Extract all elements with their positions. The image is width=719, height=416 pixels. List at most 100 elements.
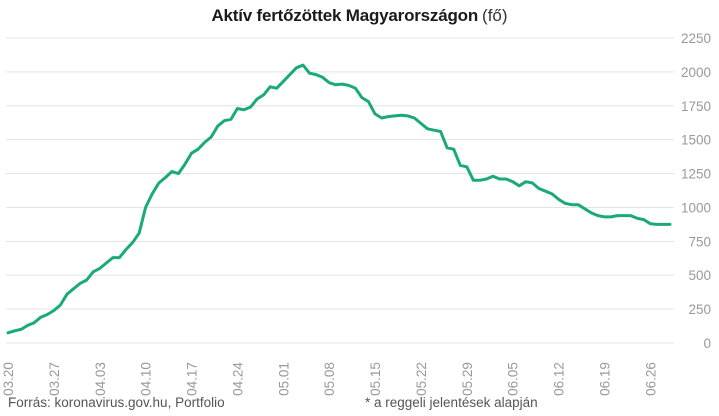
- x-tick-label: 06.26: [643, 362, 658, 396]
- data-point: [413, 117, 415, 119]
- data-point: [623, 214, 625, 216]
- data-point: [387, 115, 389, 117]
- x-tick-label: 04.24: [230, 362, 245, 396]
- data-point: [92, 271, 94, 273]
- x-tick-label: 05.15: [368, 362, 383, 396]
- data-point: [40, 316, 42, 318]
- data-point: [492, 175, 494, 177]
- data-point: [538, 187, 540, 189]
- data-point: [564, 202, 566, 204]
- data-point: [210, 136, 212, 138]
- x-tick-label: 03.27: [47, 362, 62, 396]
- data-point: [197, 148, 199, 150]
- y-tick-label: 500: [688, 268, 711, 283]
- data-point: [112, 256, 114, 258]
- y-tick-label: 2000: [681, 65, 711, 80]
- chart-title-main: Aktív fertőzöttek Magyarországon: [211, 6, 479, 25]
- data-point: [203, 141, 205, 143]
- data-point: [295, 67, 297, 69]
- data-point: [190, 152, 192, 154]
- data-point: [420, 122, 422, 124]
- y-tick-label: 1250: [681, 167, 711, 182]
- data-point: [99, 267, 101, 269]
- data-point: [125, 248, 127, 250]
- data-point: [446, 147, 448, 149]
- data-point: [27, 324, 29, 326]
- data-point: [584, 208, 586, 210]
- data-point: [433, 129, 435, 131]
- x-tick-label: 04.03: [93, 362, 108, 396]
- x-tick-label: 06.05: [506, 362, 521, 396]
- data-point: [407, 115, 409, 117]
- data-point: [374, 113, 376, 115]
- data-point: [525, 181, 527, 183]
- x-tick-label: 04.10: [139, 362, 154, 396]
- data-point: [426, 128, 428, 130]
- data-point: [544, 190, 546, 192]
- data-point: [158, 182, 160, 184]
- x-tick-label: 06.12: [552, 362, 567, 396]
- x-tick-label: 05.22: [414, 362, 429, 396]
- data-point: [571, 204, 573, 206]
- source-note: Forrás: koronavirus.gov.hu, Portfolio: [8, 395, 225, 410]
- data-point: [577, 204, 579, 206]
- data-point: [86, 279, 88, 281]
- x-tick-label: 06.19: [597, 362, 612, 396]
- data-point: [243, 109, 245, 111]
- x-tick-label: 04.17: [185, 362, 200, 396]
- data-point: [531, 182, 533, 184]
- data-point: [46, 313, 48, 315]
- data-point: [551, 193, 553, 195]
- data-point: [118, 256, 120, 258]
- data-point: [597, 214, 599, 216]
- data-point: [335, 84, 337, 86]
- data-point: [610, 216, 612, 218]
- data-point: [282, 80, 284, 82]
- data-point: [79, 282, 81, 284]
- data-point: [7, 332, 9, 334]
- data-point: [249, 106, 251, 108]
- data-point: [53, 309, 55, 311]
- data-point: [354, 87, 356, 89]
- y-tick-label: 2250: [681, 31, 711, 46]
- x-tick-label: 05.01: [276, 362, 291, 396]
- data-point: [361, 96, 363, 98]
- data-point: [662, 223, 664, 225]
- data-point: [302, 64, 304, 66]
- data-point: [66, 293, 68, 295]
- data-point: [13, 330, 15, 332]
- data-point: [171, 170, 173, 172]
- data-point: [164, 176, 166, 178]
- chart-title: Aktív fertőzöttek Magyarországon (fő): [0, 4, 719, 28]
- data-point: [394, 115, 396, 117]
- x-tick-label: 05.29: [460, 362, 475, 396]
- data-point: [276, 87, 278, 89]
- x-tick-label: 05.08: [322, 362, 337, 396]
- data-point: [630, 214, 632, 216]
- data-point: [557, 198, 559, 200]
- data-point: [518, 185, 520, 187]
- data-point: [289, 73, 291, 75]
- data-point: [151, 193, 153, 195]
- data-point: [479, 179, 481, 181]
- data-point: [236, 107, 238, 109]
- data-point: [603, 216, 605, 218]
- data-point: [505, 178, 507, 180]
- x-tick-label: 03.20: [1, 362, 16, 396]
- data-point: [20, 328, 22, 330]
- data-point: [223, 120, 225, 122]
- data-point: [341, 83, 343, 85]
- data-point: [59, 304, 61, 306]
- series-line: [6, 63, 672, 335]
- data-point: [217, 125, 219, 127]
- data-point: [131, 242, 133, 244]
- data-point: [472, 179, 474, 181]
- data-point: [72, 288, 74, 290]
- data-point: [328, 82, 330, 84]
- data-point: [367, 101, 369, 103]
- data-point: [256, 98, 258, 100]
- data-point: [459, 164, 461, 166]
- data-point: [308, 72, 310, 74]
- data-point: [315, 73, 317, 75]
